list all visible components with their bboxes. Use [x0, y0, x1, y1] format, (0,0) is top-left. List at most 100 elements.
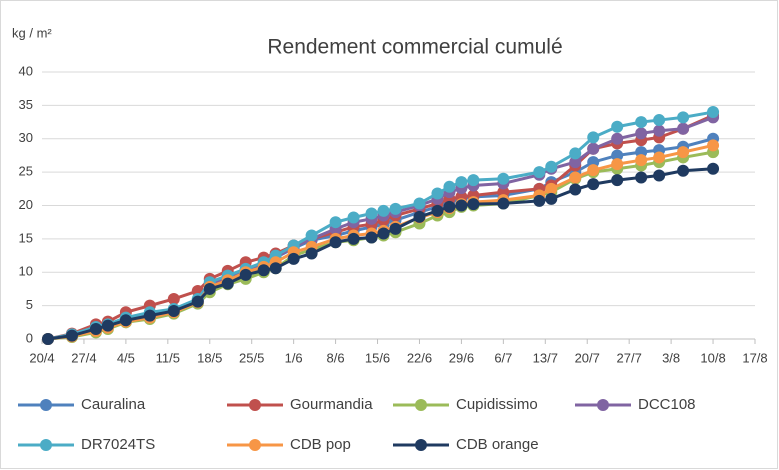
x-tick-label: 20/7: [575, 350, 600, 365]
point: [389, 222, 402, 235]
point: [443, 180, 456, 193]
point: [329, 236, 342, 249]
point: [707, 139, 720, 152]
x-tick-label: 15/6: [365, 350, 390, 365]
legend-label: DR7024TS: [81, 436, 155, 453]
legend-marker: [249, 399, 261, 411]
point: [545, 160, 558, 173]
x-tick-label: 6/7: [494, 350, 512, 365]
point: [587, 178, 600, 191]
legend-label: CDB orange: [456, 436, 539, 453]
point: [329, 216, 342, 229]
point: [347, 232, 360, 245]
point: [413, 197, 426, 210]
y-tick-label: 10: [19, 264, 33, 279]
point: [101, 319, 114, 332]
x-tick-label: 10/8: [700, 350, 725, 365]
point: [287, 252, 300, 265]
point: [443, 200, 456, 213]
point: [635, 116, 648, 129]
point: [305, 247, 318, 260]
point: [587, 131, 600, 144]
point: [569, 156, 582, 169]
point: [221, 277, 234, 290]
point: [167, 304, 180, 317]
point: [455, 176, 468, 189]
point: [431, 204, 444, 217]
y-axis-label: kg / m²: [12, 25, 52, 40]
legend-marker: [40, 399, 52, 411]
point: [569, 171, 582, 184]
point: [677, 111, 690, 124]
point: [347, 211, 360, 224]
point: [653, 169, 666, 182]
point: [587, 142, 600, 155]
x-tick-label: 27/7: [617, 350, 642, 365]
point: [611, 132, 624, 145]
point: [569, 183, 582, 196]
point: [119, 314, 132, 327]
point: [365, 207, 378, 220]
y-tick-label: 0: [26, 330, 33, 345]
y-tick-label: 30: [19, 130, 33, 145]
x-tick-label: 13/7: [533, 350, 558, 365]
chart-title: Rendement commercial cumulé: [267, 36, 562, 59]
point: [587, 164, 600, 177]
x-tick-label: 18/5: [197, 350, 222, 365]
legend-label: Cauralina: [81, 396, 146, 413]
x-tick-label: 11/5: [156, 350, 180, 365]
point: [389, 202, 402, 215]
x-tick-label: 3/8: [662, 350, 680, 365]
point: [677, 122, 690, 135]
x-tick-label: 29/6: [449, 350, 474, 365]
point: [569, 147, 582, 160]
x-tick-label: 17/8: [742, 350, 767, 365]
point: [611, 158, 624, 171]
point: [377, 204, 390, 217]
legend-label: CDB pop: [290, 436, 351, 453]
x-tick-label: 22/6: [407, 350, 432, 365]
legend-label: Gourmandia: [290, 396, 373, 413]
point: [707, 162, 720, 175]
y-tick-label: 25: [19, 164, 33, 179]
point: [89, 322, 102, 335]
point: [257, 264, 270, 277]
point: [365, 231, 378, 244]
legend-marker: [415, 439, 427, 451]
x-tick-label: 1/6: [285, 350, 303, 365]
legend-marker: [597, 399, 609, 411]
point: [65, 329, 78, 342]
point: [611, 149, 624, 162]
point: [305, 229, 318, 242]
point: [239, 268, 252, 281]
point: [41, 333, 54, 345]
point: [635, 154, 648, 167]
point: [431, 187, 444, 200]
point: [611, 174, 624, 187]
point: [545, 182, 558, 195]
point: [143, 309, 156, 322]
legend-marker: [40, 439, 52, 451]
point: [653, 151, 666, 164]
point: [611, 120, 624, 133]
x-tick-label: 27/4: [71, 350, 96, 365]
y-tick-label: 5: [26, 297, 33, 312]
point: [497, 197, 510, 210]
y-tick-label: 20: [19, 197, 33, 212]
x-tick-label: 8/6: [327, 350, 345, 365]
point: [167, 292, 180, 305]
point: [677, 146, 690, 159]
x-tick-label: 25/5: [239, 350, 264, 365]
y-tick-label: 40: [19, 63, 33, 78]
point: [467, 174, 480, 187]
point: [677, 164, 690, 177]
point: [635, 127, 648, 140]
point: [653, 114, 666, 127]
point: [635, 171, 648, 184]
legend-marker: [415, 399, 427, 411]
point: [467, 198, 480, 211]
point: [707, 106, 720, 119]
x-tick-label: 4/5: [117, 350, 135, 365]
point: [269, 262, 282, 275]
y-tick-label: 35: [19, 97, 33, 112]
